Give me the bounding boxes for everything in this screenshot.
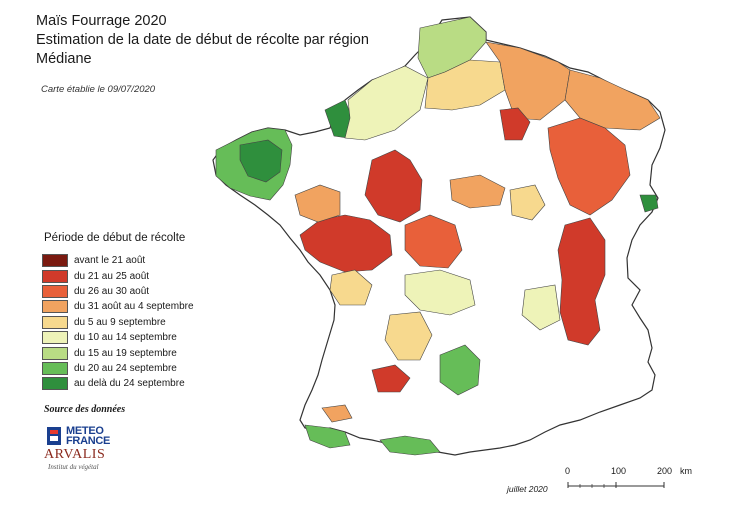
- region-alps-light: [521, 284, 561, 331]
- meteo-line-1: METEO: [66, 425, 104, 437]
- legend-label: du 21 au 25 août: [74, 270, 150, 282]
- legend-label: du 31 août au 4 septembre: [74, 301, 194, 313]
- legend-label: du 26 au 30 août: [74, 285, 150, 297]
- scale-label-100: 100: [611, 466, 627, 476]
- region-champagne: [485, 41, 571, 121]
- meteo-france-logo: METEO FRANCE: [46, 425, 110, 447]
- region-pyrenees-green: [304, 424, 351, 449]
- legend-items: avant le 21 août du 21 au 25 août du 26 au…: [37, 253, 194, 392]
- arvalis-subtitle: Institut du végétal: [48, 463, 99, 471]
- region-centre-east-yellow: [509, 184, 546, 221]
- legend-swatch: [42, 377, 68, 391]
- meteo-line-2: FRANCE: [66, 435, 111, 447]
- arvalis-name: ARVALIS: [44, 447, 106, 462]
- region-poitou-yellow: [329, 269, 373, 306]
- region-lorraine: [564, 69, 661, 131]
- meteo-france-icon: [47, 427, 61, 445]
- region-jura-green: [639, 194, 659, 213]
- region-grand-est-red: [547, 117, 631, 216]
- legend-item: du 5 au 9 septembre: [42, 315, 194, 330]
- legend-title: Période de début de récolte: [44, 232, 186, 244]
- region-anjou-orange: [404, 214, 463, 269]
- legend: Période de début de récolte avant le 21 …: [37, 232, 194, 392]
- title-line-2: Estimation de la date de début de récolt…: [36, 32, 369, 48]
- region-midi-green: [439, 344, 481, 396]
- legend-label: du 15 au 19 septembre: [74, 347, 177, 359]
- legend-swatch: [42, 284, 68, 298]
- legend-label: du 5 au 9 septembre: [74, 316, 166, 328]
- region-aquitaine-red: [371, 364, 411, 393]
- legend-item: du 21 au 25 août: [42, 268, 194, 283]
- scale-bar: 0 100 200 km: [556, 466, 696, 496]
- scale-unit: km: [680, 466, 692, 476]
- legend-label: du 20 au 24 septembre: [74, 362, 177, 374]
- legend-swatch: [42, 361, 68, 375]
- legend-swatch: [42, 346, 68, 360]
- scale-label-0: 0: [565, 466, 571, 476]
- legend-swatch: [42, 300, 68, 314]
- legend-swatch: [42, 269, 68, 283]
- legend-item: du 20 au 24 septembre: [42, 361, 194, 376]
- region-auvergne-yellow: [384, 311, 433, 361]
- legend-item: du 10 au 14 septembre: [42, 330, 194, 345]
- title-line-1: Maïs Fourrage 2020: [36, 13, 167, 29]
- legend-label: au delà du 24 septembre: [74, 378, 185, 390]
- scale-label-200: 200: [657, 466, 673, 476]
- legend-item: au delà du 24 septembre: [42, 376, 194, 391]
- map-title: Maïs Fourrage 2020 Estimation de la date…: [36, 12, 369, 69]
- region-pyrenees-east-green: [379, 435, 441, 456]
- legend-swatch: [42, 331, 68, 345]
- title-line-3: Médiane: [36, 51, 92, 67]
- arvalis-logo: ARVALIS Institut du végétal: [44, 447, 105, 471]
- region-normandie: [344, 65, 429, 141]
- region-bourgogne-orange: [449, 174, 506, 209]
- date-note: juillet 2020: [507, 484, 548, 494]
- region-loire-red: [299, 214, 393, 273]
- legend-swatch: [42, 315, 68, 329]
- legend-label: avant le 21 août: [74, 255, 146, 267]
- region-centre-red: [364, 149, 423, 223]
- scale-line: [567, 482, 665, 488]
- region-ardennes-red: [499, 107, 531, 141]
- region-limousin-light: [404, 269, 476, 316]
- region-finistere: [239, 139, 283, 183]
- legend-item: avant le 21 août: [42, 253, 194, 268]
- legend-swatch: [42, 254, 68, 268]
- map-subtitle: Carte établie le 09/07/2020: [41, 84, 156, 95]
- region-mayenne-orange: [294, 184, 341, 223]
- legend-item: du 31 août au 4 septembre: [42, 299, 194, 314]
- legend-item: du 15 au 19 septembre: [42, 345, 194, 360]
- source-title: Source des données: [44, 404, 126, 415]
- region-rhone-red: [557, 217, 606, 346]
- legend-label: du 10 au 14 septembre: [74, 332, 177, 344]
- region-landes-orange: [321, 404, 353, 423]
- legend-item: du 26 au 30 août: [42, 284, 194, 299]
